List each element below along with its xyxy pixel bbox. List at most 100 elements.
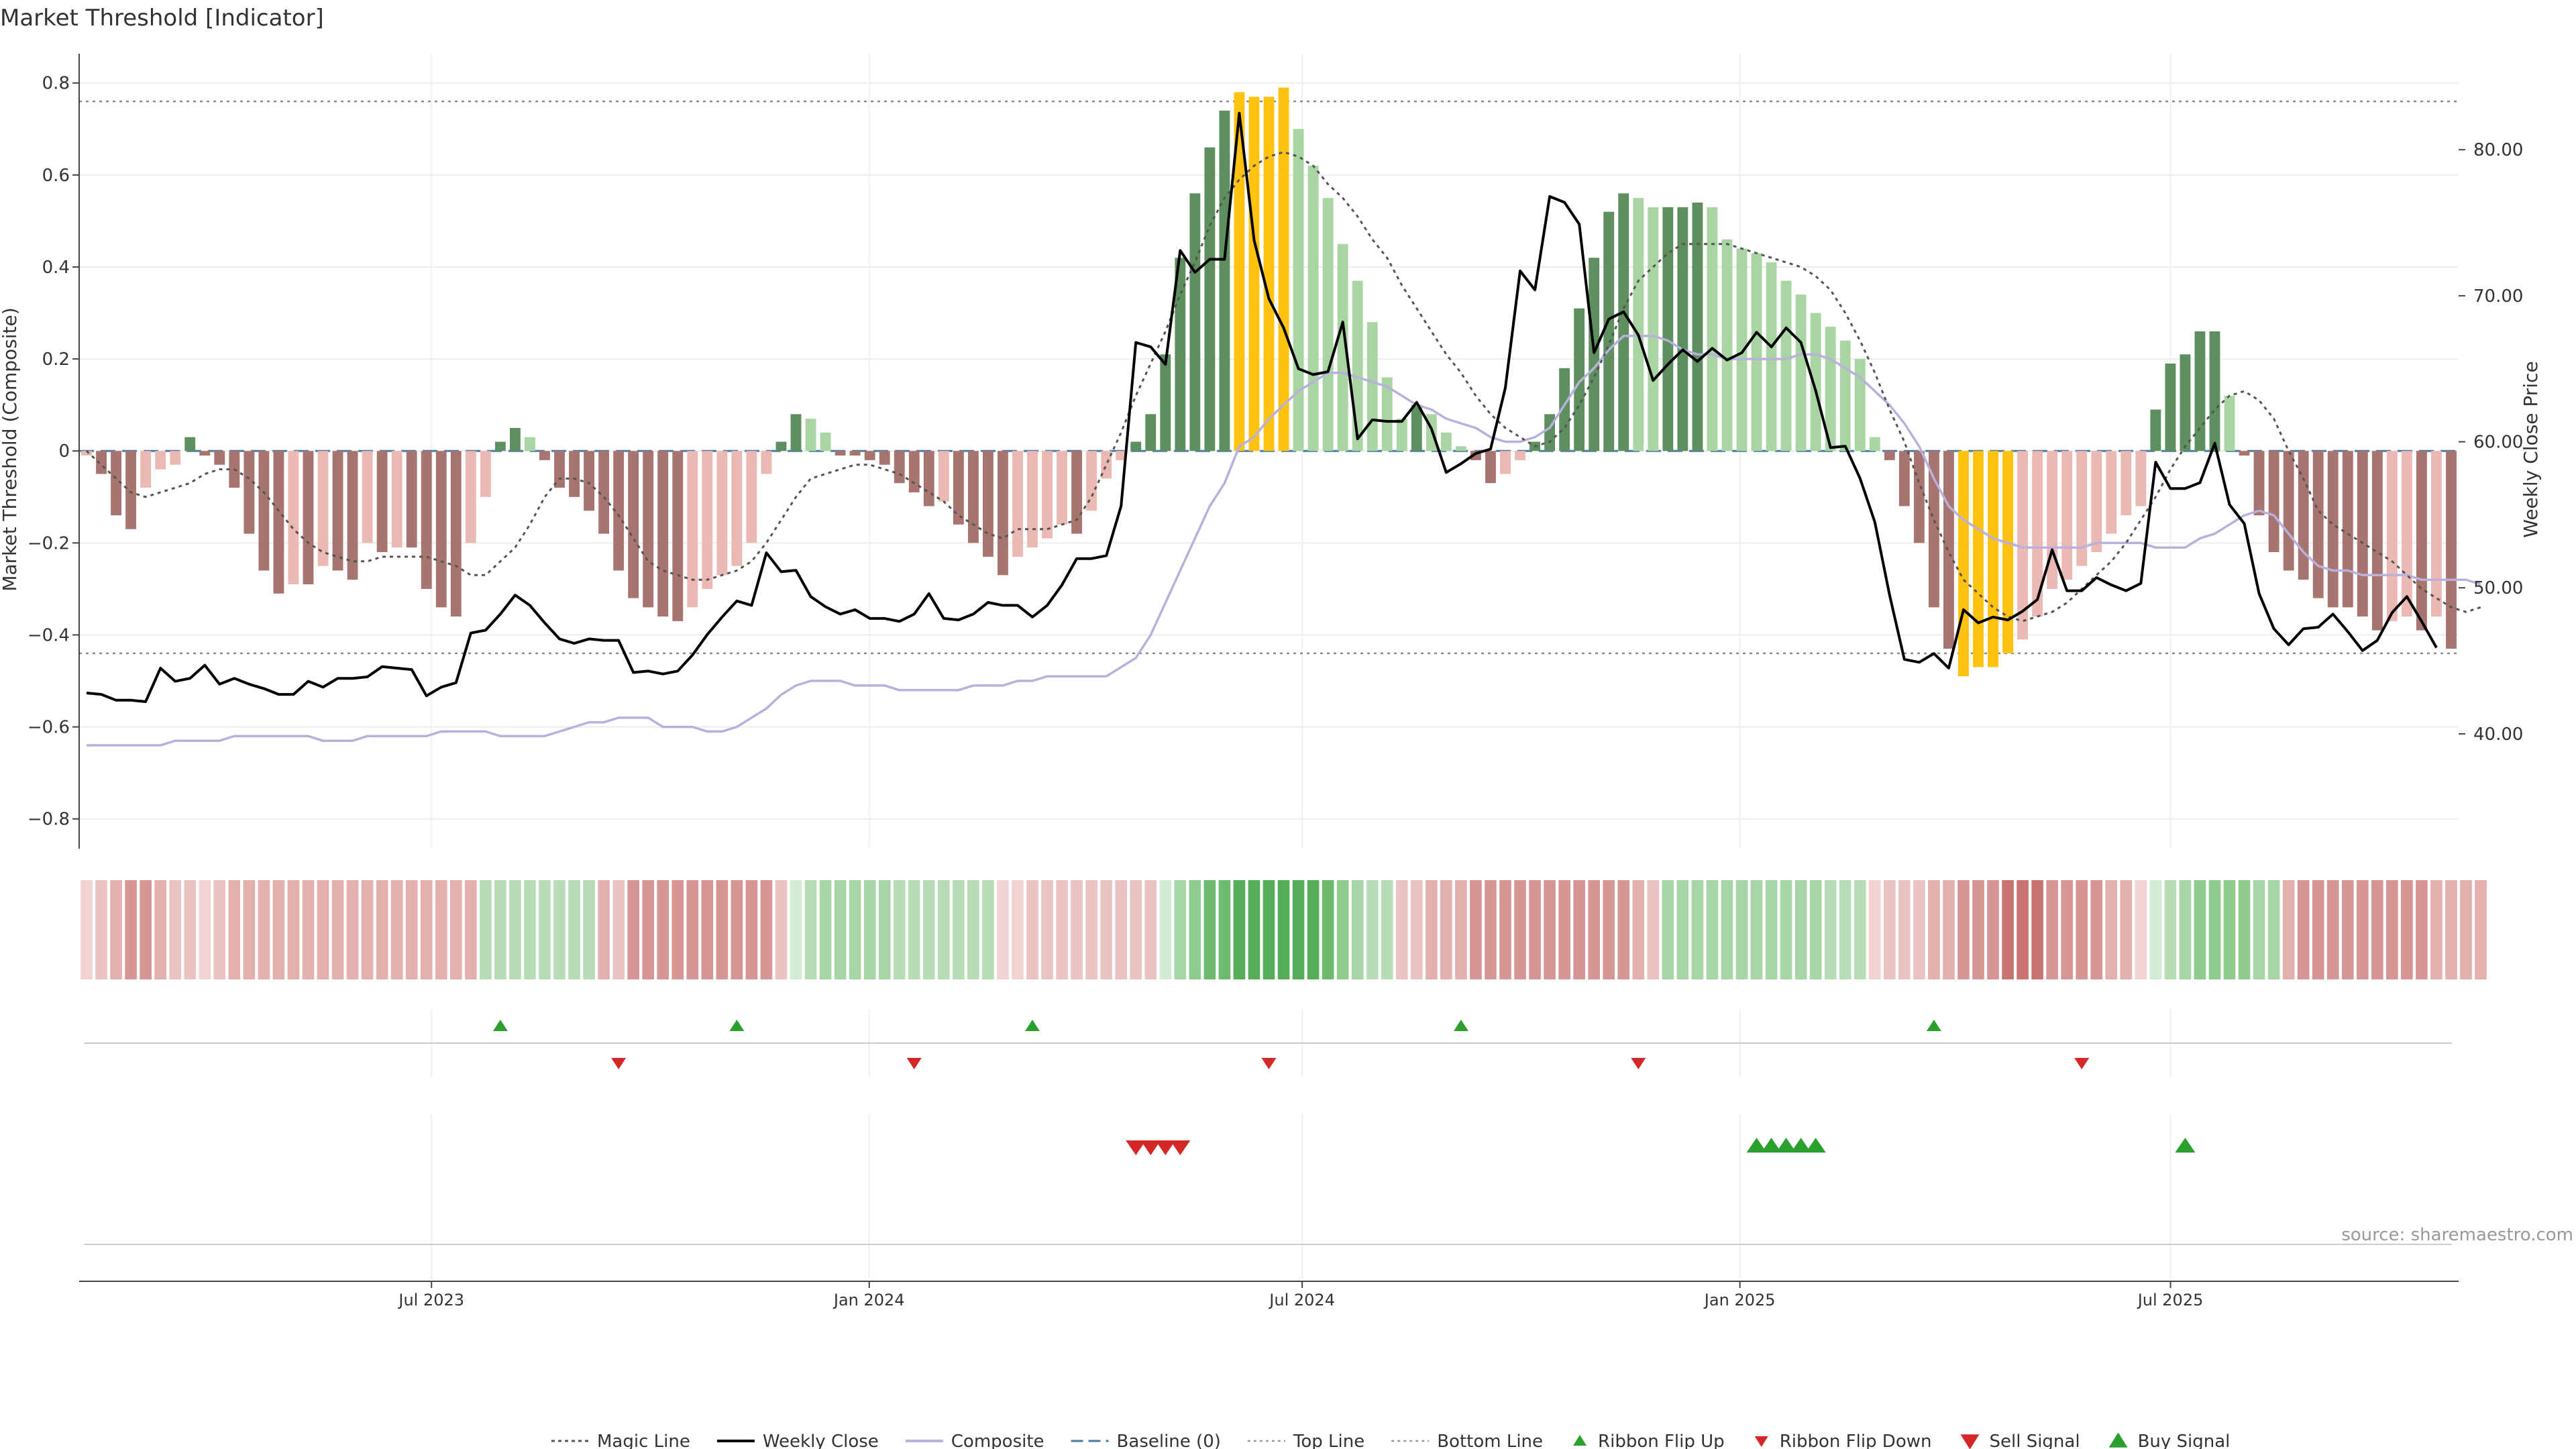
ribbon-cell: [1721, 880, 1733, 979]
ribbon-cell: [1809, 880, 1822, 979]
x-tick-label: Jan 2024: [833, 1291, 905, 1309]
ribbon-cell: [140, 880, 152, 979]
ribbon-cell: [642, 880, 655, 979]
ribbon-cell: [849, 880, 861, 979]
composite-bar: [525, 437, 535, 451]
ribbon-cell: [524, 880, 536, 979]
ribbon-cell: [908, 880, 920, 979]
ribbon-cell: [1455, 880, 1467, 979]
ribbon-cell: [1514, 880, 1526, 979]
ribbon-cell: [154, 880, 166, 979]
ribbon-cell: [2149, 880, 2162, 979]
composite-line: [87, 335, 2481, 747]
magic-line: [85, 151, 2481, 623]
composite-bar: [908, 451, 920, 492]
y-tick-label: −0.4: [28, 625, 70, 645]
ribbon-cell: [982, 880, 994, 979]
composite-bar: [125, 451, 137, 529]
composite-bar: [1012, 451, 1023, 557]
sell-signal-marker: [1170, 1140, 1191, 1155]
ribbon-cell: [1174, 880, 1187, 979]
ribbon-cell: [228, 880, 241, 979]
legend-label: Ribbon Flip Up: [1598, 1432, 1725, 1449]
legend-label: Composite: [951, 1432, 1044, 1449]
composite-bar: [1411, 405, 1422, 451]
composite-bar: [376, 451, 388, 553]
composite-bar: [184, 437, 196, 451]
composite-bar: [2342, 451, 2353, 608]
composite-bar: [494, 441, 506, 451]
composite-bar: [1721, 239, 1733, 451]
composite-bar: [1662, 207, 1674, 451]
ribbon-flip-down-marker: [1261, 1058, 1277, 1069]
composite-bar: [111, 451, 122, 516]
ribbon-cell: [804, 880, 817, 979]
ribbon-cell: [1322, 880, 1334, 979]
ribbon-cell: [494, 880, 506, 979]
composite-bar: [1574, 308, 1585, 451]
composite-bar: [1648, 207, 1659, 451]
ribbon-cell: [331, 880, 344, 979]
ribbon-cell: [2238, 880, 2251, 979]
composite-bar: [1988, 451, 1998, 667]
legend-label: Bottom Line: [1437, 1432, 1543, 1449]
ribbon-cell: [997, 880, 1009, 979]
composite-bar: [687, 451, 698, 608]
buy-signal-marker: [1790, 1138, 1811, 1152]
composite-bar: [2150, 409, 2161, 451]
ribbon-cell: [2326, 880, 2339, 979]
composite-bar: [643, 451, 654, 608]
ribbon-cell: [775, 880, 788, 979]
composite-bar: [938, 451, 949, 502]
ribbon-cell: [1972, 880, 1984, 979]
y-tick-label: −0.6: [28, 718, 70, 738]
ribbon-cell: [2164, 880, 2177, 979]
ribbon-cell: [420, 880, 433, 979]
composite-bar: [1884, 451, 1895, 460]
composite-bar: [1751, 253, 1762, 451]
ribbon-cell: [1203, 880, 1216, 979]
ribbon-cell: [2105, 880, 2118, 979]
legend-label: Magic Line: [597, 1432, 690, 1449]
ribbon-cell: [583, 880, 595, 979]
weekly-close-line: [86, 111, 2438, 703]
ribbon-cell: [657, 880, 669, 979]
composite-bar: [894, 451, 905, 484]
ribbon-cell: [760, 880, 773, 979]
ribbon-cell: [1662, 880, 1674, 979]
composite-bar: [761, 451, 772, 474]
ribbon-cell: [1485, 880, 1497, 979]
legend-swatch: [1573, 1435, 1587, 1446]
buy-signal-marker: [1805, 1138, 1826, 1152]
composite-bar: [835, 451, 846, 456]
ribbon-cell: [2179, 880, 2192, 979]
ribbon-cell: [1470, 880, 1482, 979]
ribbon-cell: [2194, 880, 2206, 979]
ribbon-cell: [1248, 880, 1260, 979]
ribbon-cell: [302, 880, 315, 979]
y-axis-ticks: 0.8 0.6 0.4 0.2 0 −0.2 −0.4 −0.6 −0.8: [28, 54, 80, 849]
composite-bar: [2091, 451, 2102, 553]
ribbon-cell: [1529, 880, 1541, 979]
legend-swatch: [1754, 1436, 1768, 1447]
x-tick-label: Jul 2023: [397, 1291, 464, 1309]
composite-bar: [1500, 451, 1511, 474]
legend-label: Sell Signal: [1989, 1432, 2080, 1449]
composite-bar: [1130, 441, 1142, 451]
ribbon-flip-panel: [84, 1010, 2452, 1077]
composite-bar: [199, 451, 211, 456]
ribbon-cell: [465, 880, 477, 979]
y-tick-label: 0: [58, 441, 70, 462]
ribbon-cell: [361, 880, 374, 979]
ribbon-cell: [1307, 880, 1320, 979]
ribbon-cell: [1071, 880, 1083, 979]
ribbon-cell: [834, 880, 847, 979]
ribbon-cell: [1410, 880, 1423, 979]
composite-bar: [2106, 451, 2117, 534]
ribbon-cell: [2371, 880, 2383, 979]
composite-bar: [273, 451, 284, 594]
ribbon-cell: [287, 880, 300, 979]
composite-bar: [509, 427, 521, 451]
composite-bar: [805, 419, 816, 451]
ribbon-cell: [110, 880, 122, 979]
